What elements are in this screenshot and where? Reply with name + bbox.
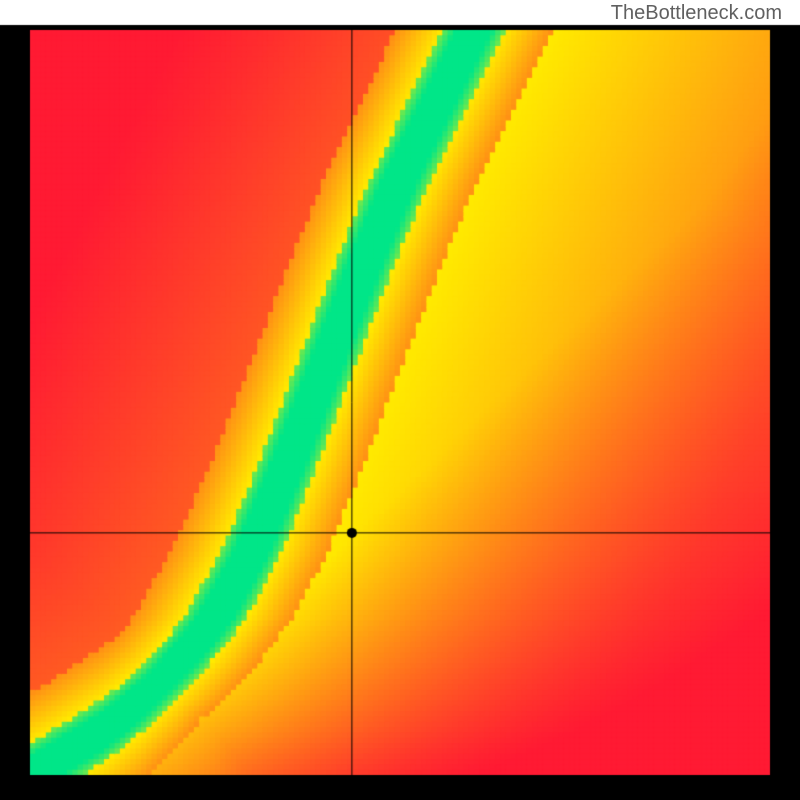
heatmap-canvas — [0, 0, 800, 800]
chart-container: TheBottleneck.com — [0, 0, 800, 800]
watermark-text: TheBottleneck.com — [611, 2, 782, 25]
